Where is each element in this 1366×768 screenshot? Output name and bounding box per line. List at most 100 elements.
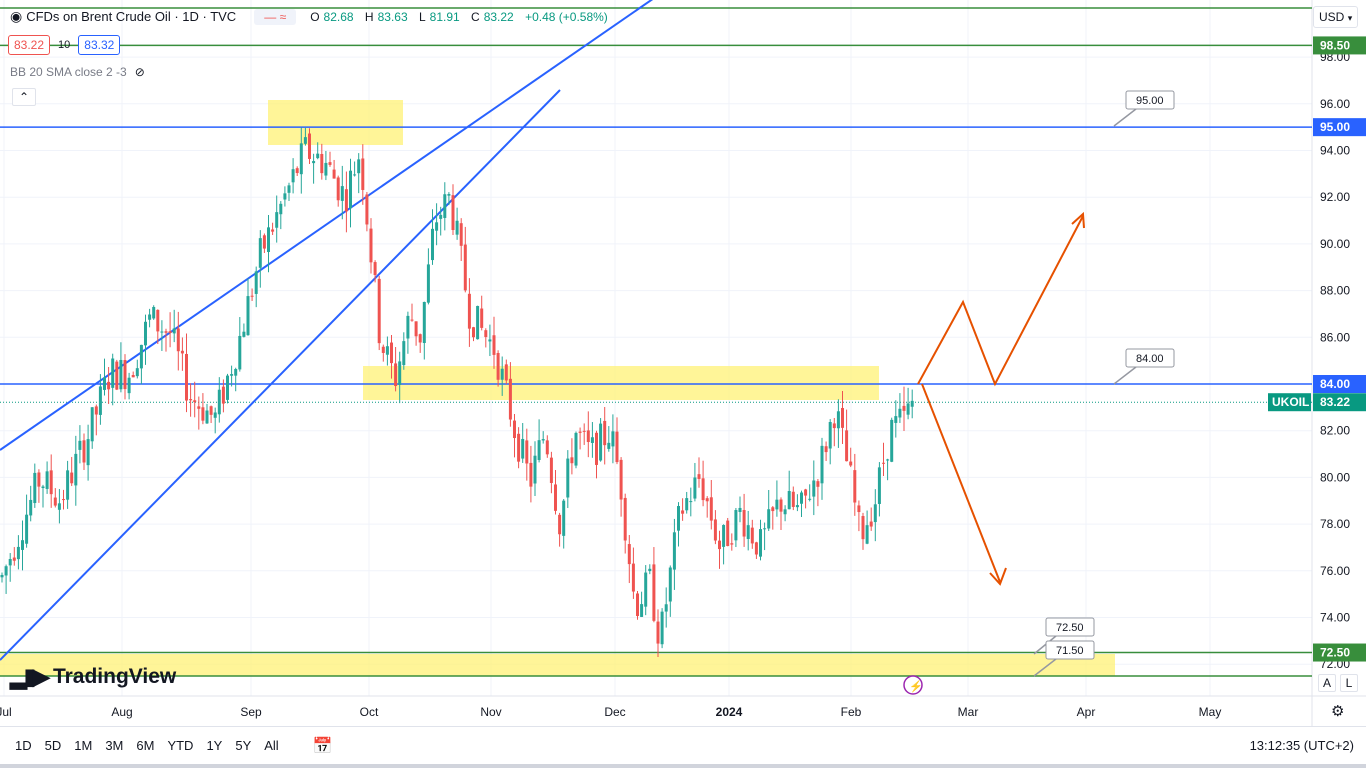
currency-selector[interactable]: USD ▾ (1313, 6, 1359, 28)
timeframe-1d[interactable]: 1D (15, 738, 32, 753)
candle-body (197, 406, 201, 409)
gear-icon[interactable]: ⚙ (1331, 703, 1345, 720)
candle-body (709, 497, 713, 521)
candle-body (586, 430, 590, 442)
candle-body (295, 168, 299, 174)
indicator-label[interactable]: BB 20 SMA close 2 -3 (10, 65, 127, 79)
candle-body (886, 459, 890, 461)
candle-body (221, 386, 225, 404)
candle-body (33, 472, 37, 504)
bullish-projection-path[interactable] (917, 215, 1084, 387)
price-chart[interactable]: 95.0084.0072.5071.5098.0096.0094.0092.00… (0, 0, 1366, 726)
candle-body (697, 474, 701, 479)
price-tick: 88.00 (1320, 284, 1350, 298)
candle-body (303, 137, 307, 144)
timeframe-1m[interactable]: 1M (74, 738, 93, 753)
bearish-projection-path[interactable] (921, 383, 1001, 583)
candle-body (734, 510, 738, 541)
timeframe-6m[interactable]: 6M (136, 738, 155, 753)
candle-body (172, 328, 176, 334)
channel-upper[interactable] (0, 0, 660, 451)
event-icon[interactable] (903, 675, 923, 695)
candle-body (845, 430, 849, 462)
candle-body (689, 501, 693, 503)
candle-body (877, 467, 881, 504)
candle-body (398, 361, 402, 385)
candle-body (500, 368, 504, 380)
candle-body (488, 339, 492, 342)
candle-body (349, 170, 352, 209)
symbol-legend: ◉ CFDs on Brent Crude Oil · 1D · TVC — ≈… (10, 8, 612, 25)
price-tick: 90.00 (1320, 237, 1350, 251)
candle-body (455, 220, 459, 235)
candle-body (205, 410, 209, 424)
price-tick: 78.00 (1320, 517, 1350, 531)
logo-text: TradingView (52, 665, 177, 688)
clock[interactable]: 13:12:35 (UTC+2) (1249, 738, 1354, 753)
timeframe-1y[interactable]: 1Y (206, 738, 223, 753)
candle-body (795, 505, 799, 508)
candle-body (189, 399, 193, 401)
candle-body (115, 361, 119, 390)
timeframe-ytd[interactable]: YTD (167, 738, 194, 753)
time-label: May (1199, 705, 1222, 719)
price-tick: 94.00 (1320, 144, 1350, 158)
price-callout[interactable] (1045, 640, 1095, 660)
candle-body (287, 185, 291, 193)
candle-body (21, 540, 24, 550)
candle-body (718, 540, 721, 550)
channel-lower[interactable] (0, 89, 561, 661)
timeframe-all[interactable]: All (264, 738, 279, 753)
candle-body (180, 350, 184, 354)
eye-icon[interactable]: ◉ (10, 8, 23, 24)
eye-off-icon[interactable]: ⊘ (134, 65, 145, 79)
calendar-icon[interactable]: 📅 (312, 737, 333, 755)
collapse-legend-button[interactable]: ⌃ (12, 88, 36, 106)
candle-body (271, 229, 275, 232)
callout-pointer (1113, 108, 1137, 127)
candle-body (111, 358, 115, 388)
candle-body (820, 445, 824, 484)
log-scale-button[interactable]: L (1340, 674, 1358, 692)
candle-body (119, 359, 123, 390)
candle-body (279, 203, 283, 215)
candle-body (623, 497, 627, 541)
candle-body (435, 222, 439, 231)
candle-body (385, 346, 389, 355)
compare-icon[interactable]: — ≈ (254, 8, 297, 25)
candle-body (238, 335, 242, 370)
price-tick: 80.00 (1320, 470, 1350, 484)
candle-body (541, 439, 545, 441)
timeframe-5y[interactable]: 5Y (235, 738, 252, 753)
tradingview-logo[interactable]: ▂▮▶ TradingView (10, 664, 176, 690)
candle-body (25, 514, 29, 544)
candle-body (484, 330, 488, 338)
candle-body (45, 471, 49, 489)
tv-logo-icon: ▂▮▶ (10, 664, 50, 689)
candle-body (57, 503, 61, 510)
auto-scale-button[interactable]: A (1318, 674, 1336, 692)
symbol-title[interactable]: CFDs on Brent Crude Oil · 1D · TVC (26, 9, 237, 24)
timeframe-3m[interactable]: 3M (105, 738, 124, 753)
candle-body (853, 470, 857, 503)
candle-body (127, 377, 131, 394)
candle-body (16, 546, 20, 560)
timeframe-5d[interactable]: 5D (44, 738, 62, 753)
candle-body (90, 407, 94, 442)
candle-body (595, 432, 598, 465)
candle-body (340, 186, 344, 201)
candle-body (808, 498, 812, 500)
candle-body (521, 438, 525, 459)
price-callout[interactable] (1125, 90, 1175, 110)
candle-body (775, 499, 779, 510)
buy-button[interactable]: 83.32 (78, 35, 121, 55)
candle-body (176, 328, 180, 352)
price-tick: 82.00 (1320, 424, 1350, 438)
price-callout[interactable] (1045, 617, 1095, 637)
candle-body (685, 498, 689, 511)
candle-body (906, 403, 910, 415)
candle-body (873, 504, 877, 523)
callout-pointer (1113, 366, 1137, 385)
price-callout[interactable] (1125, 348, 1175, 368)
sell-button[interactable]: 83.22 (8, 35, 51, 55)
